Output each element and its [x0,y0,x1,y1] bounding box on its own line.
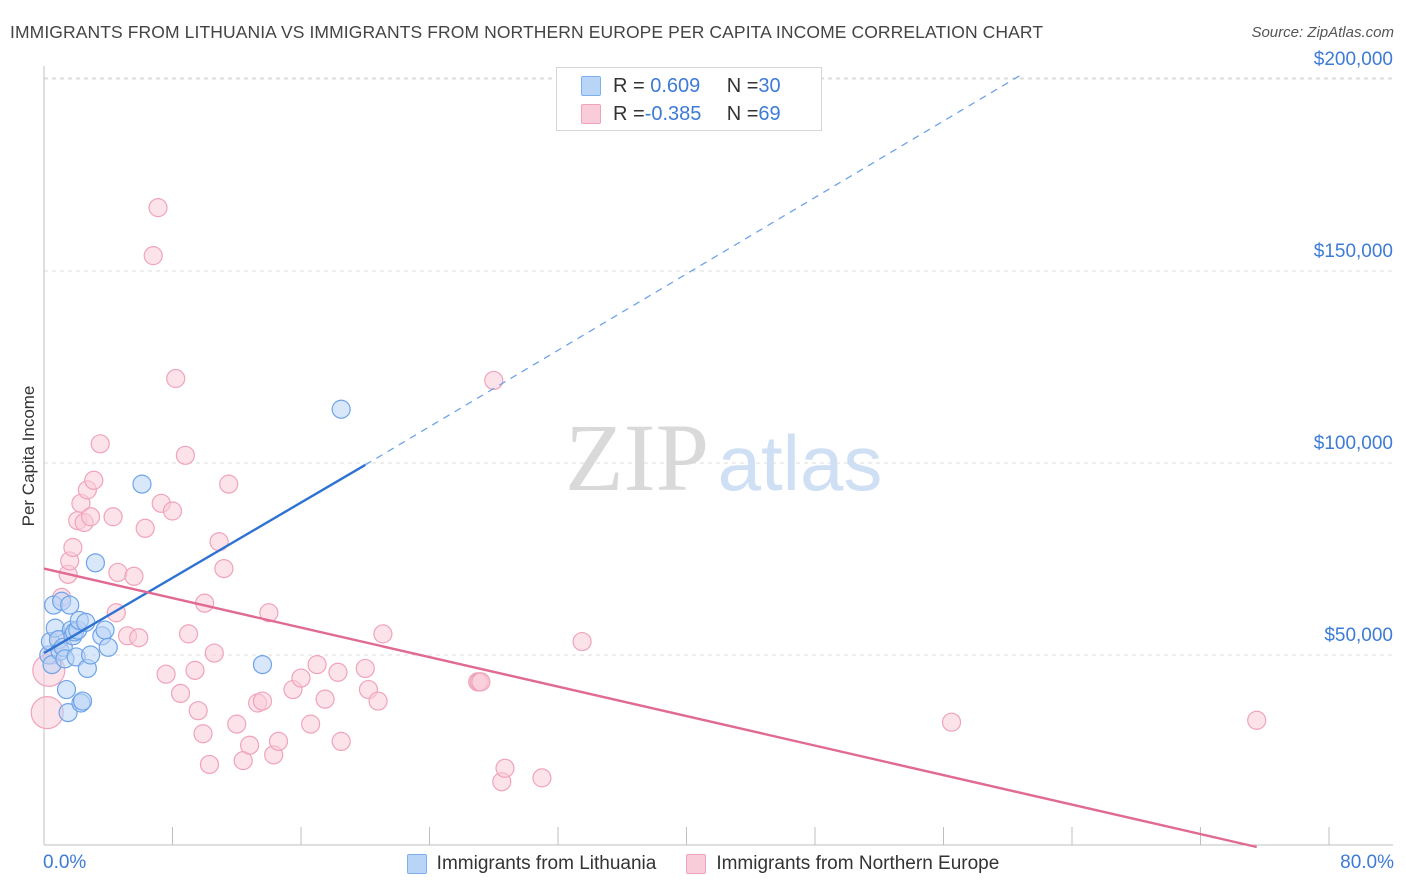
point-northern-europe [307,654,327,675]
point-lithuania [98,637,118,657]
point-northern-europe [204,643,224,663]
point-northern-europe [166,368,186,389]
stats-r-label: R = [613,102,645,125]
watermark-zip: ZIP [565,404,709,511]
stats-n-label: N = [726,102,759,125]
x-axis-min-label: 0.0% [43,852,87,873]
trend-line-lithuania-extension [364,72,1025,466]
point-northern-europe [214,558,234,579]
point-northern-europe [532,768,552,788]
point-lithuania [58,702,78,723]
stats-r-label: R = [613,74,645,97]
point-northern-europe [301,714,321,734]
stats-n-label: N = [726,74,759,97]
point-northern-europe [156,664,176,684]
point-northern-europe [484,370,504,391]
point-lithuania [80,645,101,665]
point-northern-europe [240,735,260,755]
point-northern-europe [90,434,110,454]
legend-swatch-northern-europe [686,854,707,874]
stats-swatch-northern-europe [581,104,601,124]
point-northern-europe [328,662,348,682]
trend-line-northern-europe [43,567,1257,849]
point-northern-europe [355,658,375,679]
point-northern-europe [135,518,155,538]
point-northern-europe [368,691,388,711]
stats-swatch-lithuania [581,76,601,96]
point-northern-europe [103,507,123,527]
y-tick-label: $50,000 [1324,625,1393,646]
point-lithuania [85,553,106,573]
stats-r-value: -0.385 [644,102,702,125]
stats-row-northern-europe: R = -0.385 N = 69 [581,100,781,128]
legend-label-lithuania: Immigrants from Lithuania [436,853,657,874]
point-northern-europe [188,701,208,721]
axes [43,66,1393,846]
point-northern-europe [63,537,83,558]
y-tick-label: $100,000 [1314,433,1393,454]
stats-row-lithuania: R = 0.609 N = 30 [581,72,781,100]
y-tick-labels: $50,000 $100,000 $150,000 $200,000 [1314,49,1393,646]
y-axis-label: Per Capita Income [19,385,38,527]
point-northern-europe [143,246,163,266]
point-northern-europe [30,695,64,730]
point-lithuania [72,691,93,711]
legend-swatch-lithuania [406,854,427,874]
legend-label-northern-europe: Immigrants from Northern Europe [716,853,1000,874]
point-northern-europe [268,731,289,752]
y-tick-label: $200,000 [1314,49,1393,70]
point-northern-europe [84,470,104,490]
chart-title: IMMIGRANTS FROM LITHUANIA VS IMMIGRANTS … [10,22,1044,42]
stats-n-value: 30 [758,74,781,97]
point-northern-europe [178,624,199,644]
watermark: ZIP atlas [565,404,882,511]
point-lithuania [95,620,115,640]
stats-n-value: 69 [758,102,781,125]
stats-legend: R = 0.609 N = 30 R = -0.385 N = 69 [556,67,822,131]
trend-lines [43,72,1257,849]
point-northern-europe [199,754,220,775]
point-northern-europe [219,474,239,494]
point-lithuania [132,474,152,494]
point-northern-europe [471,672,491,692]
point-northern-europe [162,501,183,521]
point-northern-europe [148,198,168,218]
point-northern-europe [259,603,279,623]
point-northern-europe [193,724,213,744]
point-northern-europe [108,562,128,583]
point-lithuania [331,399,351,419]
point-northern-europe [170,683,191,704]
legend-item-northern-europe[interactable]: Immigrants from Northern Europe [686,853,999,875]
point-northern-europe [227,714,247,734]
point-lithuania [252,654,273,675]
watermark-atlas: atlas [718,419,883,507]
y-tick-label: $150,000 [1314,241,1393,262]
point-northern-europe [331,731,351,752]
point-northern-europe [175,445,195,465]
point-northern-europe [373,624,393,644]
gridlines [44,77,1393,656]
point-northern-europe [572,631,592,652]
series-legend: Immigrants from Lithuania Immigrants fro… [0,851,1406,877]
point-northern-europe [315,689,335,709]
point-northern-europe [1247,710,1267,730]
point-northern-europe [291,668,311,688]
point-lithuania [56,679,77,700]
point-northern-europe [185,660,205,680]
source-label: Source: ZipAtlas.com [1251,24,1394,41]
point-northern-europe [124,566,144,586]
x-axis-max-label: 80.0% [1340,852,1394,873]
point-northern-europe [495,758,515,778]
point-lithuania [60,595,80,615]
point-northern-europe [941,712,962,732]
trend-line-lithuania [43,463,366,655]
point-northern-europe [129,628,149,648]
stats-r-value: 0.609 [644,74,701,97]
legend-item-lithuania[interactable]: Immigrants from Lithuania [406,853,657,875]
point-northern-europe [80,507,101,527]
point-northern-europe [252,691,273,711]
